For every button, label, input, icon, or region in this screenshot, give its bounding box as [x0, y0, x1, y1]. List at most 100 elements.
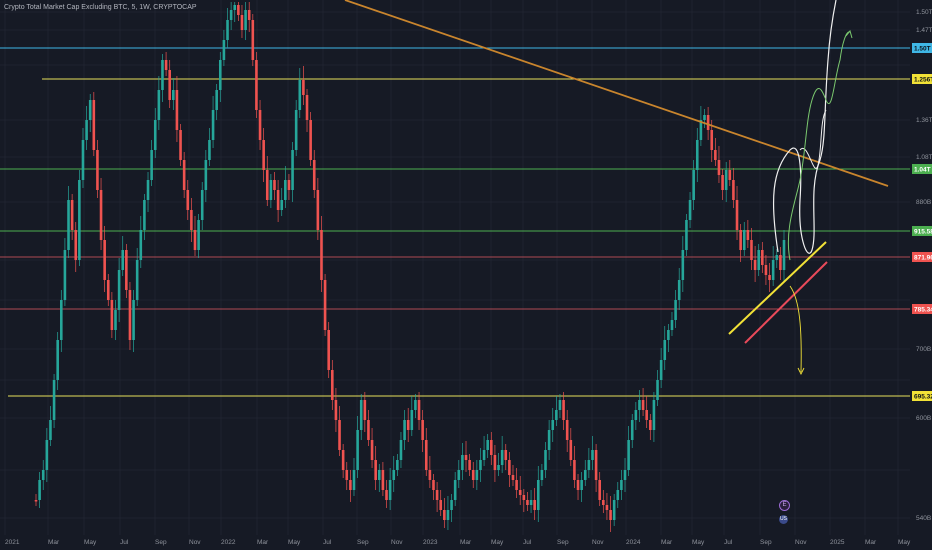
candle-body	[432, 480, 435, 490]
candle-body	[587, 460, 591, 470]
candle-body	[750, 240, 753, 260]
us-flag-icon[interactable]: US	[779, 515, 788, 524]
candle-body	[522, 495, 526, 500]
candle-body	[555, 410, 558, 420]
candle-body	[479, 460, 482, 470]
candle-body	[56, 340, 59, 380]
candle-body	[269, 180, 273, 200]
projection-path-white	[772, 0, 837, 254]
candle-body	[356, 430, 359, 470]
candle-body	[193, 230, 197, 250]
candle-body	[374, 460, 377, 480]
price-tag-box	[912, 164, 932, 174]
candle-body	[128, 290, 132, 340]
candle-body	[775, 255, 779, 260]
arrowhead-green	[845, 29, 853, 39]
candle-body	[63, 250, 67, 300]
candle-body	[114, 310, 117, 330]
price-tag-box	[912, 304, 932, 314]
down-arrow	[789, 285, 802, 373]
candle-body	[222, 40, 226, 60]
candle-body	[316, 190, 320, 230]
candle-body	[475, 470, 479, 480]
candle-body	[341, 450, 345, 470]
x-axis-label: Mar	[661, 539, 673, 546]
candle-body	[153, 120, 157, 150]
price-tag: 1.04T	[912, 164, 932, 174]
candle-body	[627, 440, 630, 470]
x-axis: 2021 Mar May Jul Sep Nov 2022 Mar May Jul Sep Nov 20…	[5, 539, 911, 546]
candle-body	[656, 380, 659, 400]
candle-body	[92, 100, 96, 150]
price-tag-box	[912, 252, 932, 262]
candle-body	[670, 320, 674, 330]
candle-body	[265, 170, 269, 200]
x-axis-label: Nov	[592, 539, 604, 546]
x-axis-label: Nov	[391, 539, 403, 546]
candle-body	[663, 340, 667, 360]
candle-body	[406, 420, 410, 430]
candle-body	[667, 330, 670, 340]
candle-body	[363, 400, 367, 420]
candle-body	[417, 400, 421, 420]
candle-body	[132, 300, 135, 340]
candle-body	[370, 440, 374, 460]
candle-body	[67, 200, 70, 250]
candle-body	[88, 100, 92, 120]
y-axis-label: 600B	[916, 415, 931, 422]
candle-body	[771, 260, 775, 280]
candle-body	[74, 230, 78, 260]
candle-body	[540, 470, 544, 480]
candle-body	[421, 420, 424, 440]
y-axis-label: 1.08T	[916, 154, 932, 161]
candle-body	[258, 110, 262, 140]
candle-body	[493, 455, 497, 470]
candle-body	[602, 500, 605, 505]
candle-body	[121, 250, 125, 270]
candle-body	[331, 370, 334, 400]
candle-body	[352, 470, 356, 490]
candle-body	[583, 470, 587, 480]
candle-body	[388, 480, 392, 500]
candle-body	[157, 90, 161, 120]
price-tag-label: 1.50T	[914, 45, 931, 52]
x-axis-label: Jul	[323, 539, 332, 546]
x-axis-label: Mar	[460, 539, 472, 546]
candle-body	[612, 500, 616, 520]
candle-body	[139, 230, 143, 260]
candle-body	[85, 120, 88, 140]
price-tag-box	[912, 43, 932, 53]
candle-body	[688, 200, 692, 220]
candlesticks	[34, 2, 786, 532]
candle-body	[320, 230, 323, 280]
y-axis-label: 1.36T	[916, 117, 932, 124]
descending-trendline	[344, 0, 889, 187]
candle-body	[229, 10, 233, 20]
candle-body	[146, 180, 150, 200]
x-axis-label: May	[288, 539, 301, 546]
drawings	[344, 0, 889, 376]
candle-body	[255, 60, 258, 110]
price-tag: 1.50T	[912, 43, 932, 53]
x-axis-label: Mar	[865, 539, 877, 546]
candle-body	[761, 250, 764, 265]
event-badge-e[interactable]: E	[779, 500, 790, 511]
chart-title: Crypto Total Market Cap Excluding BTC, 5…	[4, 4, 197, 11]
candle-body	[681, 250, 685, 280]
candle-body	[45, 440, 49, 470]
candle-body	[620, 480, 623, 490]
x-axis-label: May	[692, 539, 705, 546]
down-arrow-head	[797, 367, 805, 376]
x-axis-label: Jul	[120, 539, 129, 546]
candle-body	[367, 420, 370, 440]
candle-body	[739, 230, 742, 250]
candle-body	[735, 200, 739, 230]
candle-body	[464, 455, 468, 460]
candle-body	[518, 490, 522, 495]
candle-body	[38, 480, 41, 500]
candle-body	[482, 450, 486, 460]
candle-body	[547, 430, 551, 450]
candle-body	[573, 460, 576, 480]
